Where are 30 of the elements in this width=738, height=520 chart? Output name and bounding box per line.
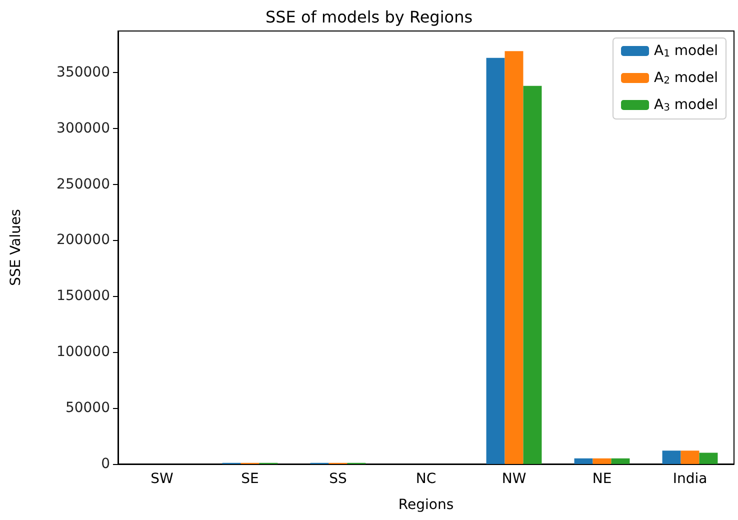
x-axis-title: Regions (398, 497, 454, 513)
y-tick-label: 200000 (56, 232, 110, 248)
y-tick-label: 150000 (56, 288, 110, 304)
y-tick-label: 250000 (56, 176, 110, 192)
legend-label: A3 model (654, 97, 718, 114)
bar (592, 458, 612, 464)
x-tick-label: SE (241, 471, 259, 487)
y-tick-label: 300000 (56, 120, 110, 136)
bar (662, 450, 681, 464)
y-tick-label: 350000 (56, 64, 110, 80)
x-tick-label: NC (416, 471, 436, 487)
bar (523, 86, 542, 464)
legend-label: A2 model (654, 70, 718, 86)
x-tick-label: India (672, 471, 708, 487)
chart-title: SSE of models by Regions (265, 8, 473, 26)
y-tick-label: 50000 (65, 400, 110, 416)
bar (504, 51, 524, 464)
bar (574, 458, 593, 464)
legend-label: A1 model (654, 43, 718, 60)
bar (699, 452, 718, 464)
bar (680, 450, 700, 464)
x-tick-label: SW (150, 471, 174, 487)
y-axis-title: SSE Values (8, 209, 24, 286)
y-tick-label: 0 (101, 456, 110, 472)
y-tick-label: 100000 (56, 344, 110, 360)
bar (486, 58, 505, 464)
x-tick-label: NE (592, 471, 612, 487)
x-tick-label: SS (329, 471, 347, 487)
bar (611, 458, 630, 464)
x-tick-label: NW (502, 471, 526, 487)
